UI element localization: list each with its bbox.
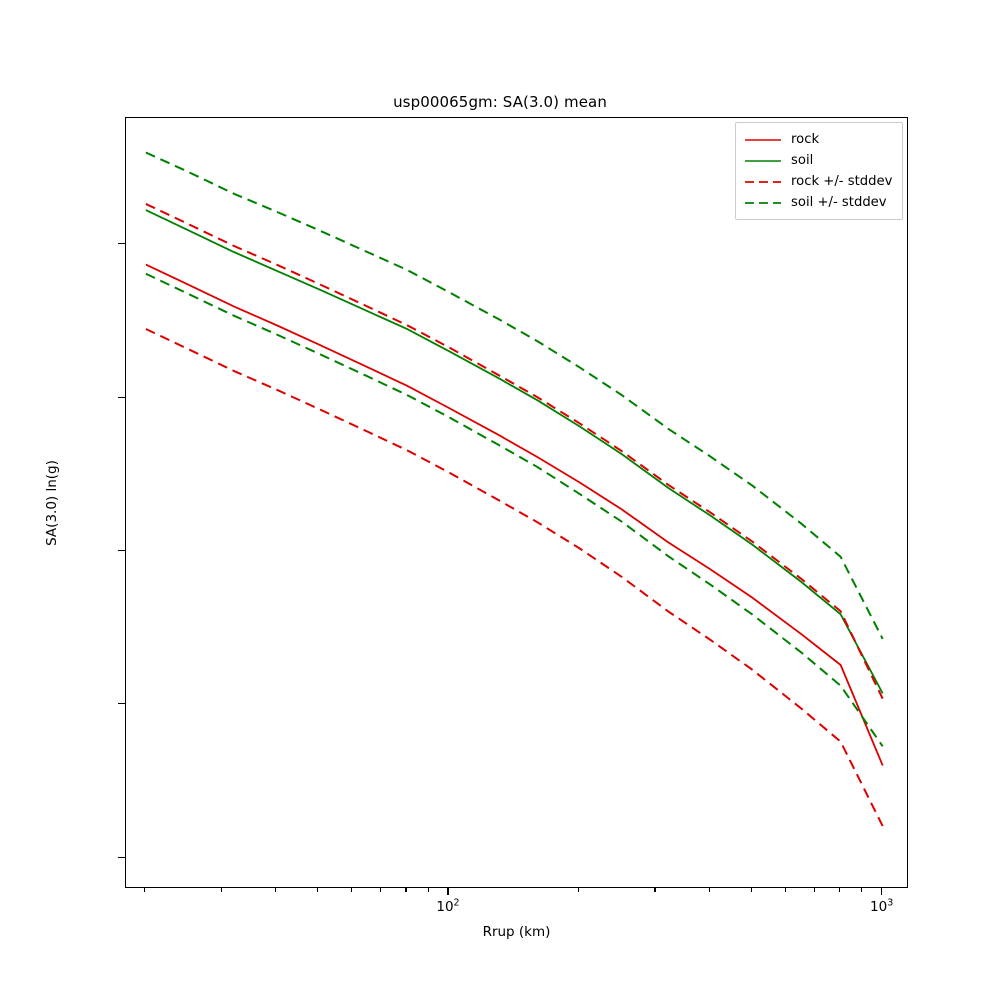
- legend-item-rock: rock: [744, 129, 895, 150]
- x-tick-minor-mark: [813, 888, 816, 892]
- legend-line-rock: [744, 134, 782, 146]
- legend-label-rock: rock: [791, 132, 820, 147]
- series-line: [145, 209, 884, 694]
- legend-item-rock-stddev: rock +/- stddev: [744, 171, 895, 192]
- x-tick-minor-mark: [750, 888, 752, 892]
- y-axis-label: SA(3.0) ln(g): [44, 460, 60, 546]
- series-line: [145, 272, 884, 747]
- legend-line-soil-stddev: [744, 197, 782, 209]
- x-tick-minor-mark: [274, 888, 276, 892]
- x-tick-minor-mark: [144, 888, 146, 892]
- x-tick-minor-mark: [427, 888, 429, 892]
- legend-label-rock-stddev: rock +/- stddev: [791, 174, 893, 189]
- legend-label-soil: soil: [791, 153, 814, 168]
- y-tick-mark: [118, 549, 125, 552]
- x-tick-minor-mark: [578, 888, 580, 892]
- page-title: usp00065gm: SA(3.0) mean: [393, 93, 607, 111]
- series-line: [145, 263, 884, 766]
- legend-item-soil-stddev: soil +/- stddev: [744, 192, 895, 213]
- legend-line-soil: [744, 155, 782, 167]
- x-tick-minor-mark: [220, 888, 222, 892]
- legend-line-rock-stddev: [744, 176, 782, 188]
- x-tick-label: 103: [870, 897, 894, 915]
- series-line: [145, 203, 884, 700]
- legend-item-soil: soil: [744, 150, 895, 171]
- x-axis-label: Rrup (km): [482, 924, 551, 940]
- y-tick-mark: [118, 396, 125, 398]
- x-tick-minor-mark: [784, 888, 787, 892]
- series-line: [145, 151, 884, 640]
- x-tick-minor-mark: [861, 888, 863, 892]
- x-tick-minor-mark: [654, 888, 656, 892]
- y-tick-mark: [118, 703, 125, 705]
- x-tick-minor-mark: [316, 888, 319, 892]
- x-tick-minor-mark: [380, 888, 382, 892]
- series-line: [145, 328, 884, 827]
- x-tick-minor-mark: [708, 888, 710, 892]
- plot-lines: [145, 151, 884, 827]
- plot-area: [125, 117, 908, 888]
- x-tick-minor-mark: [839, 888, 841, 892]
- x-tick-mark: [447, 888, 449, 895]
- x-tick-label: 102: [436, 897, 460, 915]
- legend-label-soil-stddev: soil +/- stddev: [791, 195, 887, 210]
- legend: rock soil rock +/- stddev soil +/- stdde…: [735, 122, 903, 220]
- x-tick-minor-mark: [351, 888, 353, 892]
- y-tick-mark: [118, 243, 125, 245]
- x-tick-minor-mark: [405, 888, 407, 892]
- y-tick-mark: [118, 856, 125, 858]
- x-tick-mark: [881, 888, 883, 895]
